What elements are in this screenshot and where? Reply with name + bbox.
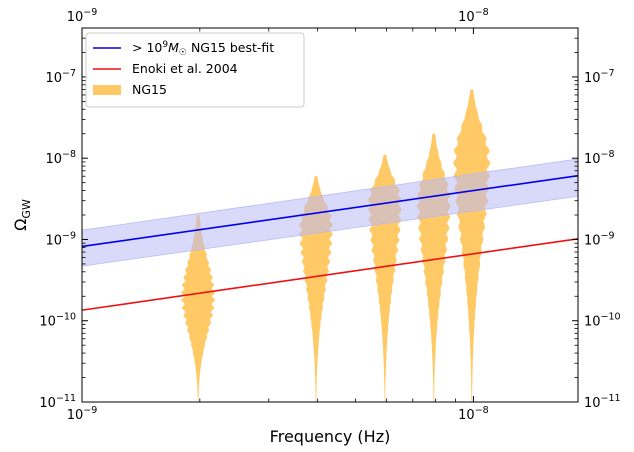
legend-label: Enoki et al. 2004 (132, 61, 238, 76)
violin-5 (453, 89, 491, 402)
y-tick-label-right: 10−7 (584, 68, 615, 86)
plot-area (82, 89, 578, 402)
legend-swatch-patch (93, 85, 121, 95)
y-tick-label-right: 10−11 (584, 393, 621, 411)
legend-label: > 109M☉ NG15 best-fit (132, 40, 274, 58)
x-axis-label: Frequency (Hz) (270, 427, 391, 446)
x-tick-label-bottom: 10−8 (458, 405, 489, 423)
y-tick-label-right: 10−9 (584, 230, 615, 248)
series-line-best-fit (82, 174, 578, 248)
legend: > 109M☉ NG15 best-fit Enoki et al. 2004 NG… (85, 32, 305, 108)
y-tick-label-left: 10−10 (39, 312, 76, 330)
legend-label: NG15 (132, 82, 167, 97)
y-tick-label-left: 10−9 (45, 230, 76, 248)
x-tick-label-top: 10−8 (458, 7, 489, 25)
x-tick-label-bottom: 10−9 (67, 405, 98, 423)
y-tick-label-right: 10−10 (584, 312, 621, 330)
series-band-best-fit (82, 158, 578, 267)
y-tick-label-right: 10−8 (584, 149, 615, 167)
violin-4 (416, 133, 451, 402)
legend-box (85, 32, 305, 108)
y-tick-label-left: 10−7 (45, 68, 76, 86)
y-tick-label-left: 10−11 (39, 393, 76, 411)
violin-1 (181, 215, 216, 402)
x-tick-label-top: 10−9 (67, 7, 98, 25)
series-line-enoki (82, 237, 578, 311)
y-tick-label-left: 10−8 (45, 149, 76, 167)
y-axis-label: ΩGW (11, 199, 33, 231)
